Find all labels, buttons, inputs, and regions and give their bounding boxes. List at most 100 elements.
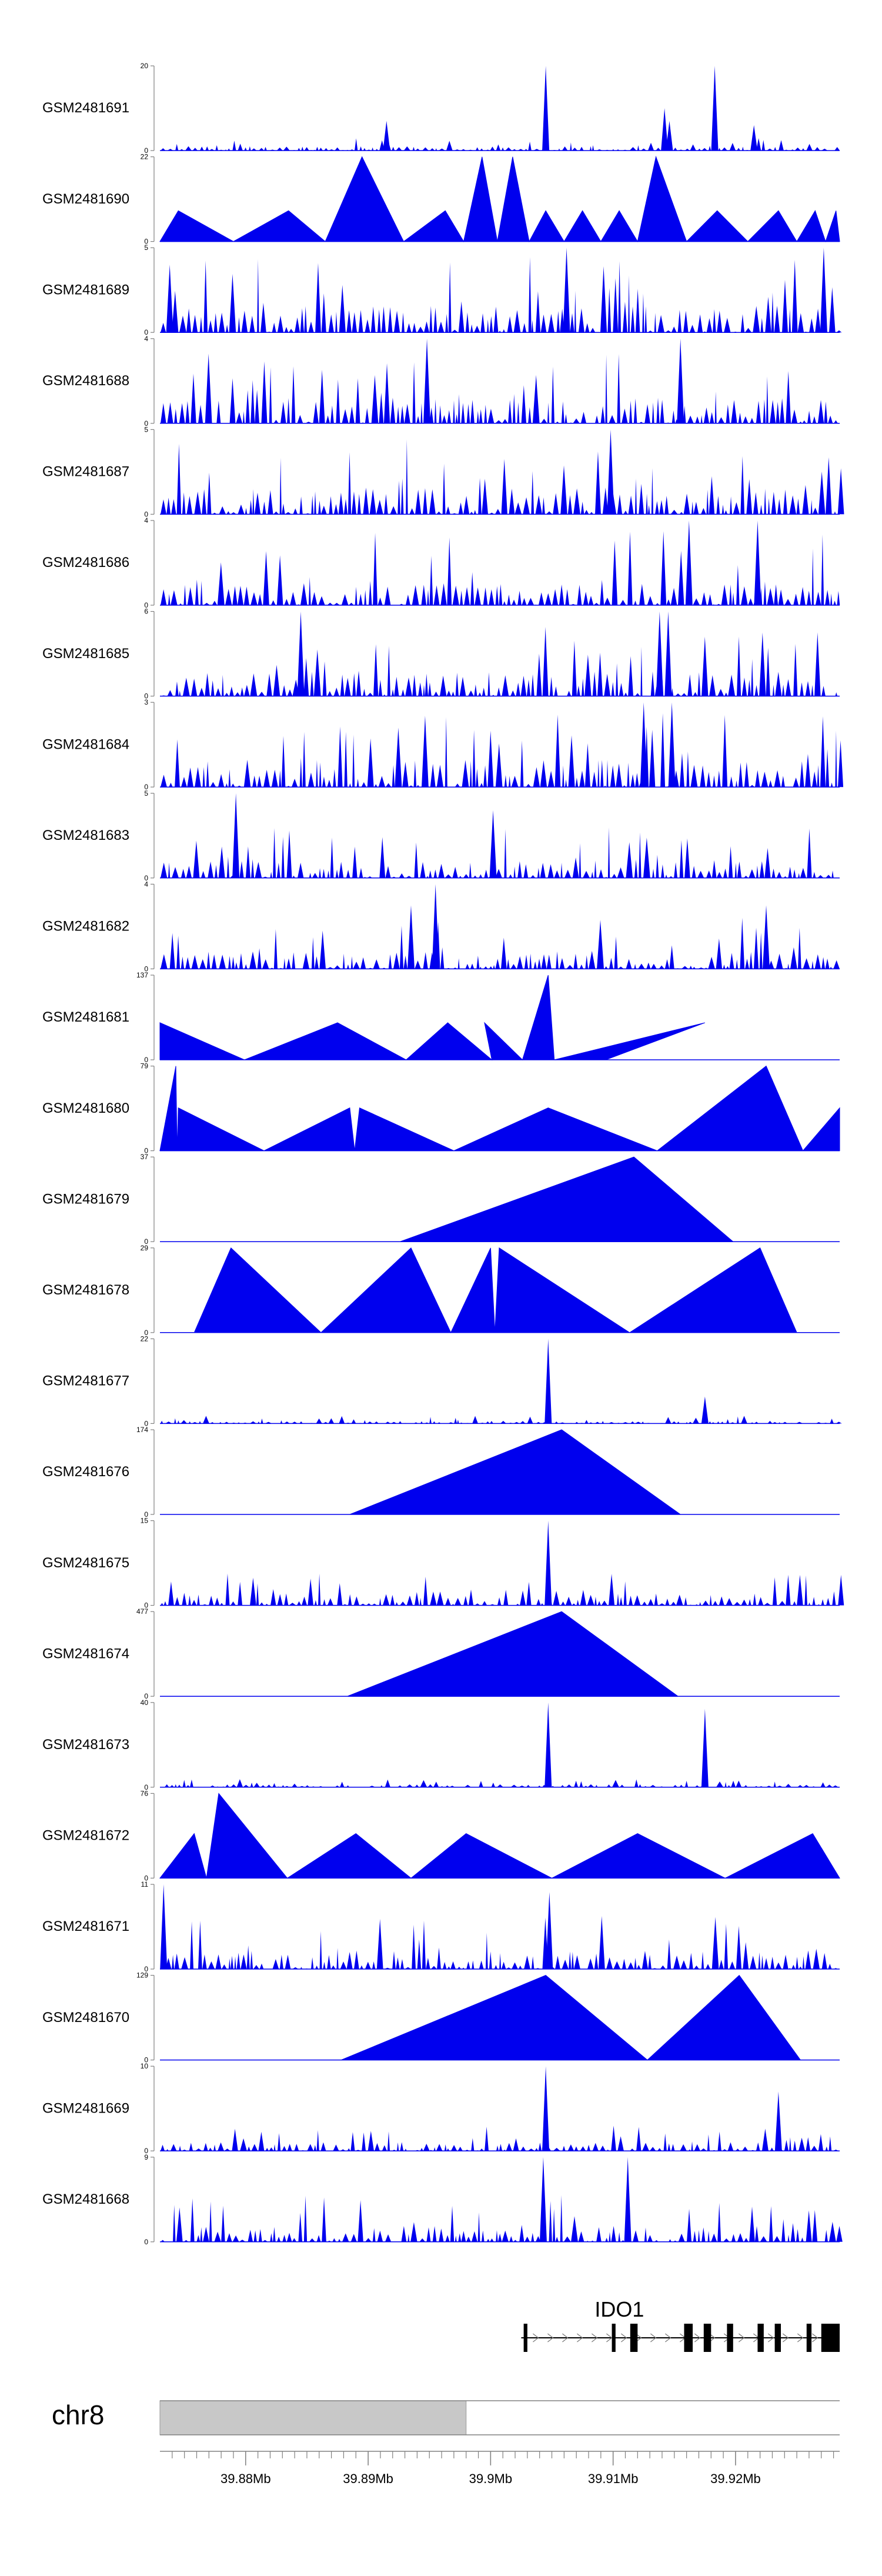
y-axis-max-label: 37 <box>141 1153 149 1161</box>
strand-arrow <box>694 2333 701 2343</box>
track-label: GSM2481675 <box>42 1555 129 1571</box>
gene-exon <box>757 2324 764 2352</box>
strand-arrow <box>533 2333 539 2343</box>
peak-mark <box>666 121 673 151</box>
y-axis-min-label: 0 <box>144 1510 148 1519</box>
signal-area <box>160 138 840 151</box>
signal-area <box>160 1573 844 1606</box>
peak-mark <box>383 121 390 151</box>
signal-area <box>160 713 844 788</box>
y-axis-max-label: 11 <box>141 1880 149 1888</box>
signal-area <box>160 917 840 969</box>
track-label: GSM2481690 <box>42 191 129 207</box>
strand-arrow <box>797 2333 804 2343</box>
peak-mark <box>297 611 305 696</box>
signal-area <box>347 1611 679 1697</box>
signal-area <box>160 439 844 515</box>
strand-arrow <box>606 2333 613 2343</box>
y-axis-min-label: 0 <box>144 510 148 518</box>
strand-arrow <box>547 2333 554 2343</box>
y-axis-max-label: 5 <box>144 425 148 433</box>
genome-axis-track: chr8 39.88Mb 39.89Mb 39.9Mb 39.91Mb 39.92Mb <box>52 2400 840 2486</box>
gene-annotation-track: IDO1 <box>521 2297 840 2352</box>
track-GSM2481675: GSM2481675 15 0 <box>42 1517 844 1610</box>
gene-exon <box>774 2324 781 2352</box>
peak-mark <box>754 520 761 605</box>
track-GSM2481672: GSM2481672 76 0 <box>42 1789 840 1882</box>
y-axis-max-label: 6 <box>144 608 148 616</box>
peak-mark <box>607 429 614 515</box>
track-GSM2481677: GSM2481677 22 0 <box>42 1334 842 1427</box>
gene-name-label: IDO1 <box>594 2297 644 2321</box>
y-axis-min-label: 0 <box>144 1419 148 1427</box>
peak-mark <box>542 2066 550 2151</box>
strand-arrow <box>767 2333 774 2343</box>
peak-mark <box>656 611 663 696</box>
peak-mark <box>544 1339 552 1424</box>
strand-arrow <box>650 2333 657 2343</box>
track-GSM2481682: GSM2481682 4 0 <box>42 880 840 973</box>
y-axis-min-label: 0 <box>144 1965 148 1973</box>
signal-area <box>193 1247 797 1333</box>
y-axis-max-label: 4 <box>144 880 148 888</box>
peak-mark <box>542 66 550 151</box>
peak-mark <box>544 1520 552 1606</box>
y-axis-max-label: 29 <box>141 1244 149 1252</box>
track-GSM2481687: GSM2481687 5 0 <box>42 425 844 518</box>
signal-area <box>160 1416 842 1424</box>
track-GSM2481689: GSM2481689 5 0 <box>42 243 842 336</box>
peak-mark <box>661 108 669 151</box>
y-axis-min-label: 0 <box>144 1147 148 1155</box>
track-label: GSM2481679 <box>42 1191 129 1207</box>
track-GSM2481678: GSM2481678 29 0 <box>42 1244 840 1337</box>
y-axis-max-label: 10 <box>141 2062 149 2070</box>
signal-area <box>159 1065 840 1152</box>
y-axis-min-label: 0 <box>144 601 148 609</box>
track-label: GSM2481686 <box>42 555 129 570</box>
signal-area <box>160 1779 840 1787</box>
y-axis-max-label: 5 <box>144 243 148 252</box>
gene-exon <box>806 2324 812 2352</box>
y-axis-min-label: 0 <box>144 1237 148 1246</box>
track-label: GSM2481672 <box>42 1828 129 1844</box>
signal-tracks: GSM2481691200GSM2481690220GSM248168950GS… <box>42 62 844 2246</box>
track-label: GSM2481674 <box>42 1646 129 1661</box>
track-label: GSM2481688 <box>42 373 129 389</box>
y-axis-max-label: 477 <box>136 1607 148 1616</box>
peak-mark <box>624 2157 632 2242</box>
peak-mark <box>160 1884 168 1969</box>
y-axis-max-label: 15 <box>141 1517 149 1525</box>
peak-mark <box>701 1396 709 1424</box>
y-axis-min-label: 0 <box>144 1692 148 1700</box>
peak-mark <box>423 338 431 423</box>
peak-mark <box>232 793 240 878</box>
y-axis-min-label: 0 <box>144 783 148 791</box>
peak-mark <box>677 338 684 423</box>
track-GSM2481669: GSM2481669 10 0 <box>42 2062 840 2155</box>
y-axis-min-label: 0 <box>144 146 148 155</box>
signal-area <box>160 827 840 878</box>
signal-area <box>159 155 840 243</box>
peak-mark <box>539 2157 547 2242</box>
y-axis-max-label: 22 <box>141 153 149 161</box>
peak-mark <box>711 66 719 151</box>
signal-area <box>349 1429 681 1515</box>
y-axis-max-label: 137 <box>136 971 148 979</box>
track-GSM2481688: GSM2481688 4 0 <box>42 335 840 428</box>
y-axis-min-label: 0 <box>144 874 148 882</box>
peak-mark <box>546 1892 553 1969</box>
gene-exon <box>703 2324 711 2352</box>
chromosome-highlight <box>159 2400 467 2435</box>
track-GSM2481674: GSM2481674 477 0 <box>42 1607 840 1700</box>
peak-mark <box>668 702 676 788</box>
track-label: GSM2481676 <box>42 1464 129 1480</box>
y-axis-max-label: 129 <box>136 1971 148 1980</box>
peak-mark <box>166 265 173 333</box>
peak-mark <box>763 905 770 969</box>
track-label: GSM2481680 <box>42 1100 129 1116</box>
track-GSM2481691: GSM2481691 20 0 <box>42 62 840 155</box>
gene-exon <box>727 2324 733 2352</box>
strand-arrow <box>636 2333 642 2343</box>
track-GSM2481684: GSM2481684 3 0 <box>42 698 844 791</box>
track-label: GSM2481668 <box>42 2191 129 2207</box>
